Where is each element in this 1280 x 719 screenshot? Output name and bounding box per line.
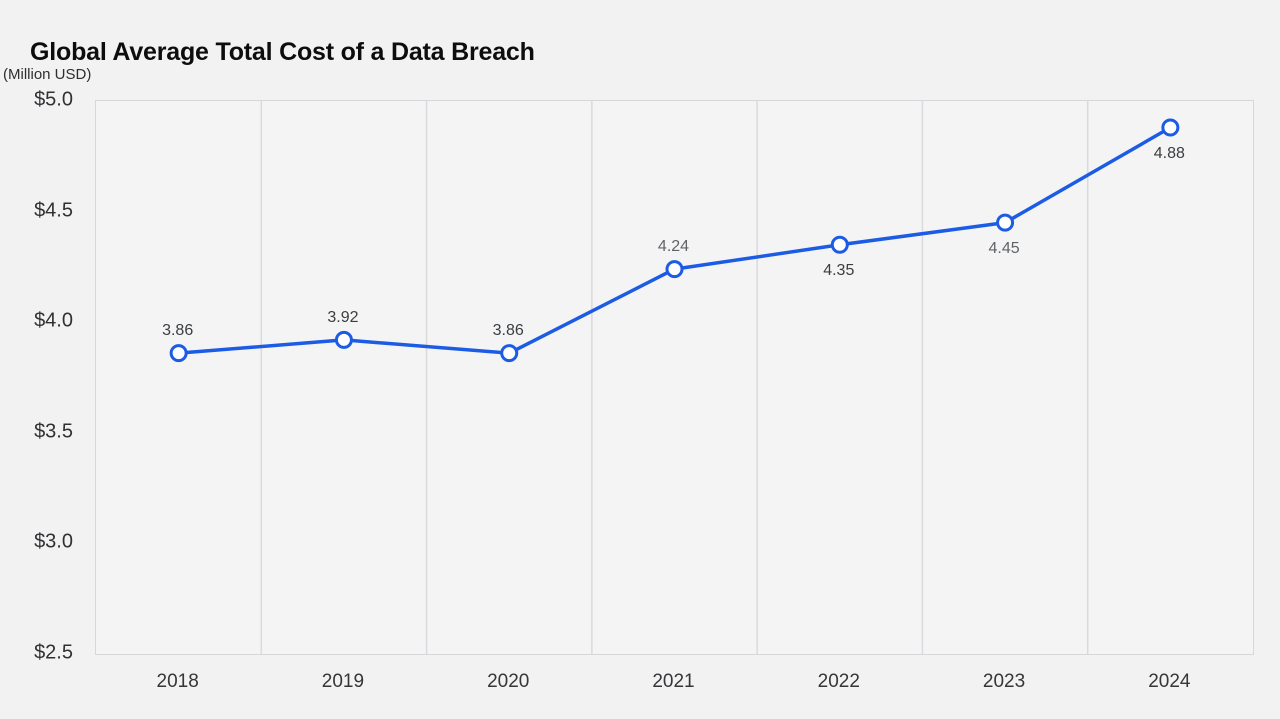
x-tick-label: 2023 <box>982 671 1026 692</box>
y-tick-label: $4.5 <box>34 199 73 222</box>
chart-svg <box>169 101 1180 654</box>
point-value-label: 4.45 <box>988 239 1020 257</box>
data-point-marker <box>334 330 353 349</box>
y-tick-label: $3.0 <box>34 530 73 553</box>
x-tick-label: 2022 <box>817 671 860 692</box>
x-tick-label: 2021 <box>652 671 695 692</box>
x-tick-label: 2020 <box>487 671 530 692</box>
data-point-marker <box>169 344 188 363</box>
data-point-marker <box>500 344 519 363</box>
x-tick-label: 2024 <box>1148 671 1191 692</box>
point-value-label: 4.35 <box>823 261 855 279</box>
point-value-label: 4.88 <box>1153 144 1185 162</box>
y-tick-label: $3.5 <box>34 420 73 443</box>
plot-area <box>95 100 1254 655</box>
point-value-label: 3.86 <box>492 322 524 340</box>
data-point-marker <box>1161 118 1180 137</box>
data-point-marker <box>996 213 1015 232</box>
axis-unit-label: (Million USD) <box>3 66 92 83</box>
x-tick-label: 2019 <box>321 671 365 692</box>
x-tick-label: 2018 <box>156 671 199 692</box>
y-tick-label: $4.0 <box>34 309 73 332</box>
point-value-label: 4.24 <box>657 238 690 256</box>
y-tick-label: $5.0 <box>34 88 73 111</box>
chart-title: Global Average Total Cost of a Data Brea… <box>30 37 535 66</box>
y-tick-label: $2.5 <box>34 641 73 664</box>
data-point-marker <box>830 235 849 254</box>
point-value-label: 3.92 <box>327 308 359 326</box>
point-value-label: 3.86 <box>162 322 194 340</box>
data-point-marker <box>665 260 684 279</box>
